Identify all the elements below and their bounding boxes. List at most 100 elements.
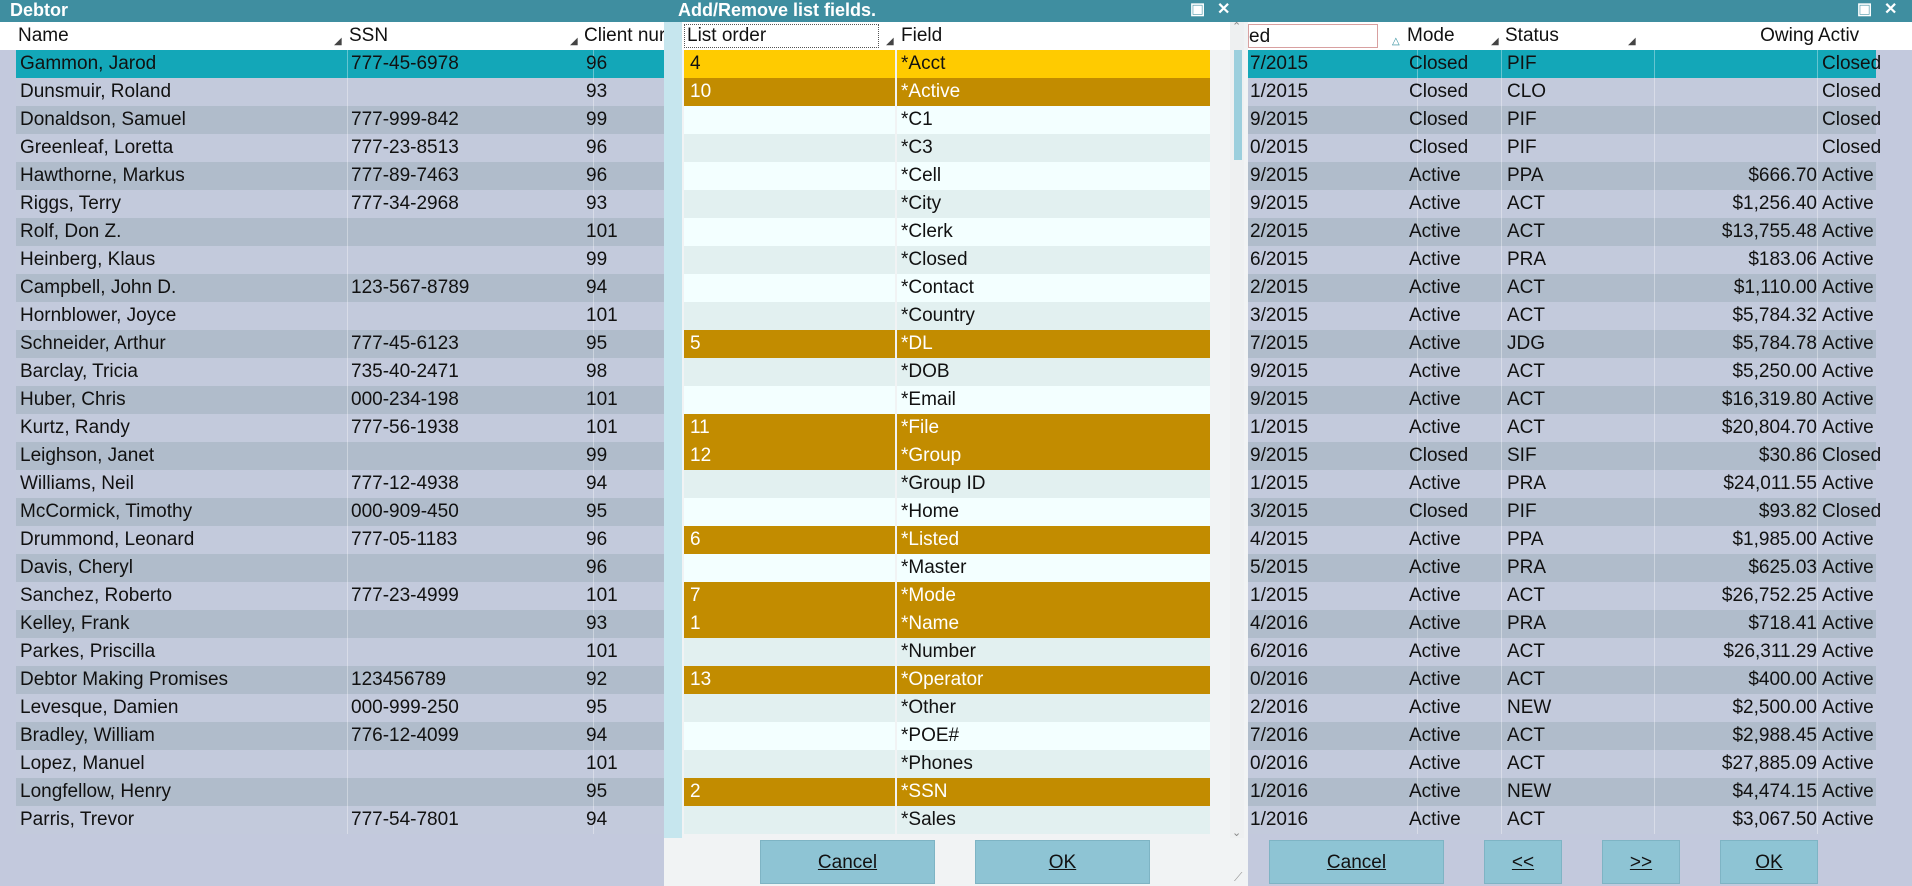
column-header-date[interactable]: ed [1248,24,1378,48]
field-list-item[interactable]: *Closed [682,246,1228,274]
field-list-item[interactable]: 6 *Listed [682,526,1228,554]
cell-ssn [349,442,594,470]
scroll-down-icon[interactable]: ⌄ [1232,827,1242,839]
field-list-item[interactable]: 4 *Acct [682,50,1228,78]
field-list-item[interactable]: 2 *SSN [682,778,1228,806]
cell-owing [1642,78,1818,106]
cell-client: 101 [584,386,674,414]
cell-client: 95 [584,778,674,806]
cell-name: Davis, Cheryl [18,554,348,582]
sort-arrow-icon[interactable]: ◢ [1628,36,1636,47]
cell-name: Heinberg, Klaus [18,246,348,274]
field-list-item[interactable]: *POE# [682,722,1228,750]
column-header-owing[interactable]: Owing [1760,25,1814,46]
cell-status: JDG [1505,330,1655,358]
field-list-item[interactable]: *Master [682,554,1228,582]
field-list-item[interactable]: *Email [682,386,1228,414]
field-list-item[interactable]: *Sales [682,806,1228,834]
field-list-item[interactable]: 11 *File [682,414,1228,442]
column-header-name[interactable]: Name [18,25,69,46]
field-list-item[interactable]: *Clerk [682,218,1228,246]
cell-mode: Active [1407,274,1502,302]
ok-button[interactable]: OK [1720,840,1818,884]
dialog-scrollbar-track[interactable] [1230,22,1244,838]
sort-arrow-icon[interactable]: ◢ [1491,36,1499,47]
dialog-maximize-icon[interactable]: ▣ [1190,1,1206,18]
next-button[interactable]: >> [1602,840,1680,884]
cell-ssn: 777-05-1183 [349,526,594,554]
cell-mode: Active [1407,694,1502,722]
column-header-active[interactable]: Activ [1818,25,1860,46]
cell-client: 95 [584,330,674,358]
cell-date: 0/2016 [1248,666,1418,694]
sort-ascending-icon[interactable]: △ [1392,36,1400,47]
dialog-scrollbar-thumb[interactable] [1234,50,1242,160]
field-list-item[interactable]: *City [682,190,1228,218]
column-header-list-order[interactable]: List order [684,24,879,48]
scroll-up-icon[interactable]: ⌃ [1232,21,1242,33]
cell-client: 101 [584,218,674,246]
cell-date: 7/2016 [1248,722,1418,750]
cell-client: 101 [584,414,674,442]
cell-name: Kurtz, Randy [18,414,348,442]
cell-active: Active [1820,386,1912,414]
cell-date: 0/2015 [1248,134,1418,162]
dialog-close-icon[interactable]: ✕ [1217,1,1231,18]
previous-button[interactable]: << [1484,840,1562,884]
close-icon[interactable]: ✕ [1884,1,1898,18]
cell-status: NEW [1505,778,1655,806]
column-header-mode[interactable]: Mode [1407,25,1455,46]
cell-date: 6/2016 [1248,638,1418,666]
field-list-item[interactable]: *DOB [682,358,1228,386]
field-list-item[interactable]: *Contact [682,274,1228,302]
column-header-ssn[interactable]: SSN [349,25,389,46]
cell-mode: Active [1407,750,1502,778]
cell-owing: $5,784.32 [1642,302,1818,330]
field-list-order [684,638,895,666]
cell-client: 96 [584,134,674,162]
field-name: *Email [897,386,1210,414]
cell-owing: $3,067.50 [1642,806,1818,834]
cell-ssn [349,638,594,666]
column-header-field[interactable]: Field [901,25,943,46]
field-list-item[interactable]: *Cell [682,162,1228,190]
cell-date: 1/2015 [1248,78,1418,106]
cell-owing: $4,474.15 [1642,778,1818,806]
field-list-item[interactable]: *Number [682,638,1228,666]
field-list-order: 7 [684,582,895,610]
column-header-client-number[interactable]: Client nur [584,25,664,46]
field-list-item[interactable]: *Home [682,498,1228,526]
field-list-item[interactable]: 1 *Name [682,610,1228,638]
cell-owing: $718.41 [1642,610,1818,638]
dialog-titlebar: Add/Remove list fields. ▣ ✕ [664,0,1248,22]
sort-arrow-icon[interactable]: ◢ [886,36,894,47]
field-list-item[interactable]: *Phones [682,750,1228,778]
field-list-item[interactable]: *Country [682,302,1228,330]
dialog-cancel-button[interactable]: Cancel [760,840,935,884]
field-list-item[interactable]: *C1 [682,106,1228,134]
field-list-order: 2 [684,778,895,806]
field-list-order [684,554,895,582]
field-list-item[interactable]: *C3 [682,134,1228,162]
cell-client: 101 [584,302,674,330]
field-name: *POE# [897,722,1210,750]
sort-arrow-icon[interactable]: ◢ [570,36,578,47]
dialog-ok-button[interactable]: OK [975,840,1150,884]
column-header-status[interactable]: Status [1505,25,1559,46]
resize-grip-icon[interactable]: ⟋ [1234,870,1243,884]
field-list-item[interactable]: 13 *Operator [682,666,1228,694]
sort-arrow-icon[interactable]: ◢ [334,36,342,47]
dialog-left-strip [664,22,682,838]
field-list-item[interactable]: 7 *Mode [682,582,1228,610]
cell-date: 3/2015 [1248,498,1418,526]
cell-status: ACT [1505,582,1655,610]
field-list-item[interactable]: *Group ID [682,470,1228,498]
field-list-item[interactable]: 5 *DL [682,330,1228,358]
maximize-icon[interactable]: ▣ [1857,1,1873,18]
cancel-button[interactable]: Cancel [1269,840,1444,884]
field-list-item[interactable]: *Other [682,694,1228,722]
field-list-item[interactable]: 12 *Group [682,442,1228,470]
table-row[interactable]: Schneider, Arthur 777-45-6123 95 7/2015 Acti… [16,330,1876,358]
cell-date: 4/2015 [1248,526,1418,554]
field-list-item[interactable]: 10 *Active [682,78,1228,106]
